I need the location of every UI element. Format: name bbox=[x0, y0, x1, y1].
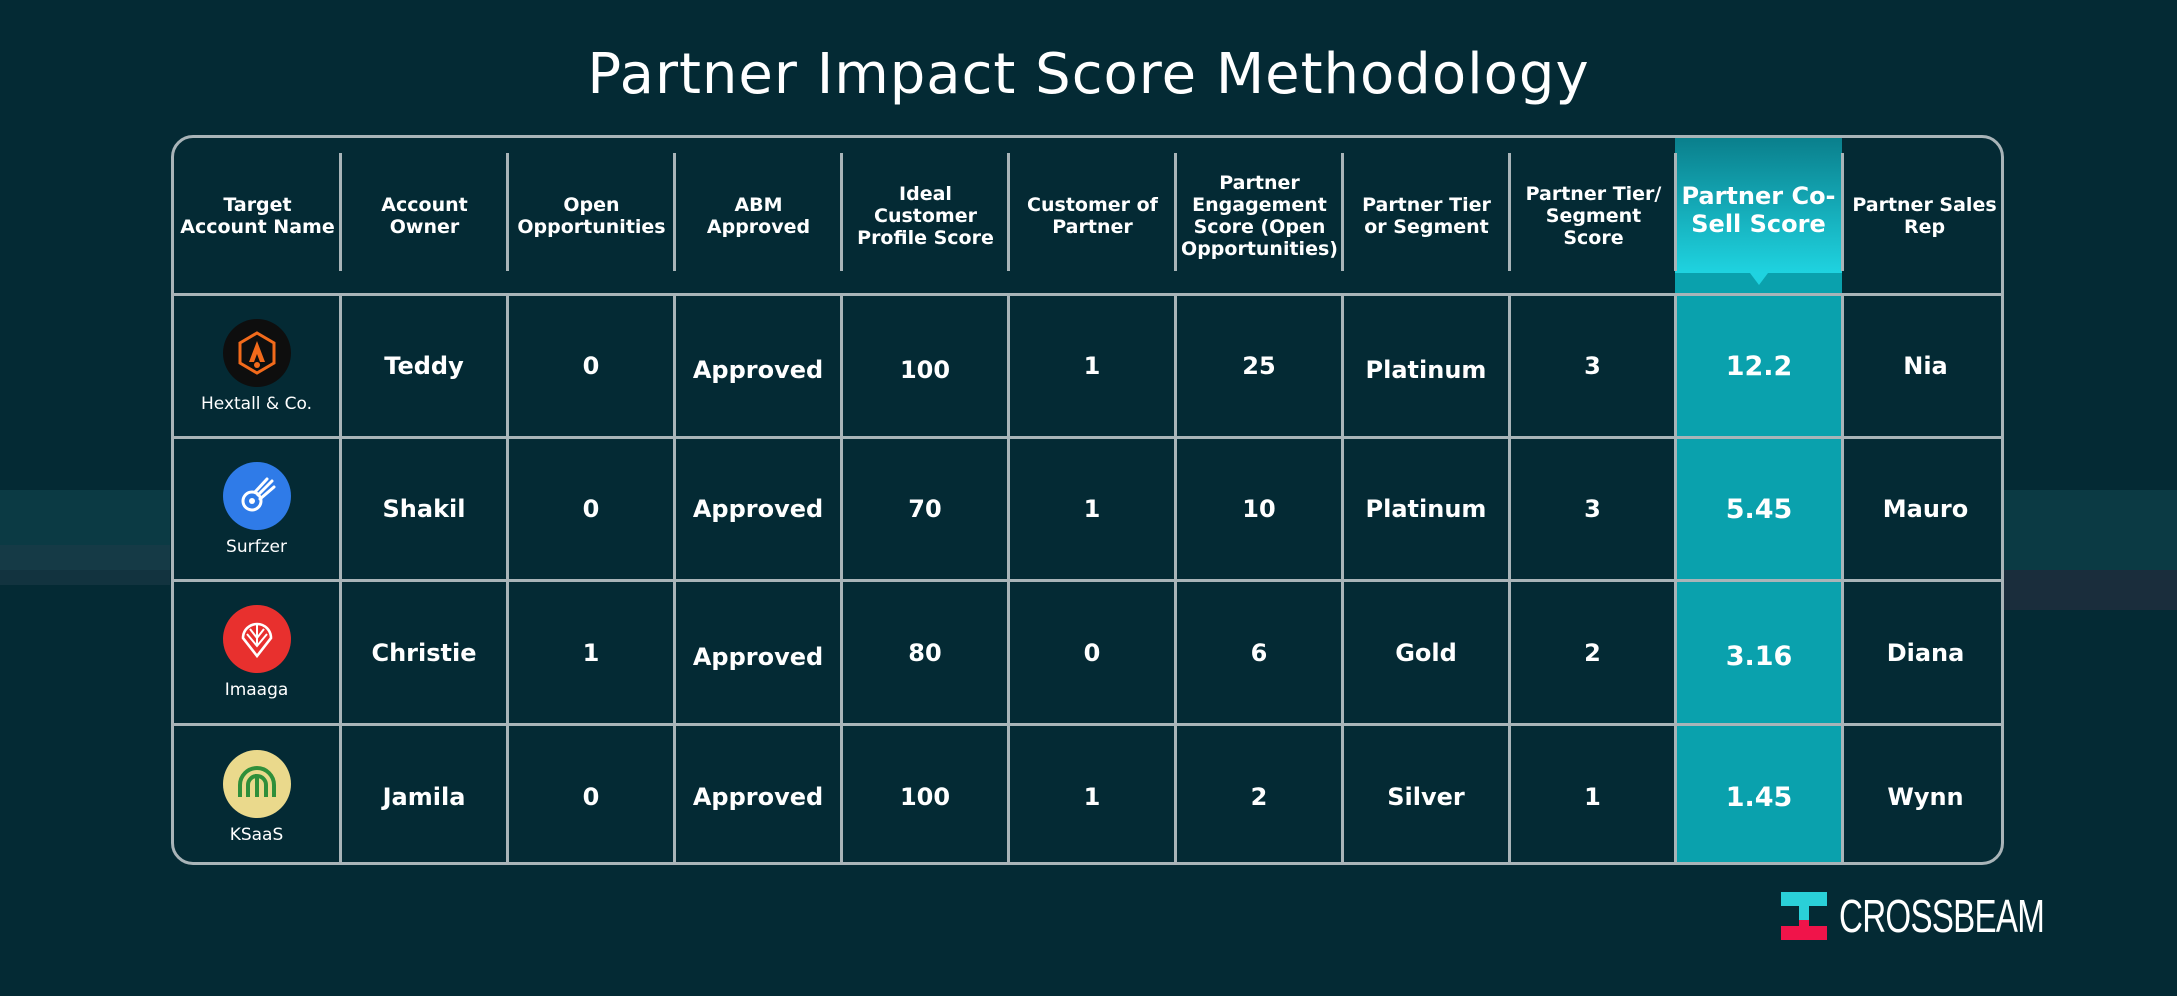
column-divider bbox=[840, 293, 843, 862]
account-name: Hextall & Co. bbox=[201, 393, 312, 414]
column-divider bbox=[1007, 293, 1010, 862]
cell-open: 0 bbox=[582, 352, 600, 380]
cell-abm: Approved bbox=[692, 495, 824, 523]
cell-owner: Christie bbox=[371, 638, 477, 667]
cell-tier-score: 3 bbox=[1584, 352, 1601, 380]
header-divider bbox=[1508, 153, 1511, 271]
surfzer-logo-icon bbox=[222, 461, 291, 530]
cell-customer: 1 bbox=[1083, 352, 1101, 380]
header-account-owner: Account Owner bbox=[381, 193, 468, 238]
brand-name: CROSSBEAM bbox=[1839, 890, 2045, 942]
column-divider bbox=[673, 293, 676, 862]
cell-icp: 70 bbox=[908, 495, 942, 523]
header-tier-score: Partner Tier/ Segment Score bbox=[1525, 182, 1662, 249]
ksaas-logo-icon bbox=[222, 749, 291, 818]
header-abm-approved: ABM Approved bbox=[706, 193, 811, 238]
cell-cosell-score: 5.45 bbox=[1725, 493, 1793, 525]
cosell-header-pointer-icon bbox=[1750, 273, 1768, 285]
header-open-opportunities: Open Opportunities bbox=[517, 193, 666, 238]
cell-open: 0 bbox=[582, 783, 600, 811]
header-divider bbox=[673, 153, 676, 271]
header-divider bbox=[1007, 153, 1010, 271]
page-title: Partner Impact Score Methodology bbox=[587, 42, 1590, 107]
cell-cosell-score: 3.16 bbox=[1725, 641, 1793, 672]
header-divider bbox=[1841, 153, 1844, 271]
column-divider bbox=[1841, 293, 1844, 862]
hextall-logo-icon bbox=[222, 318, 291, 387]
cell-icp: 80 bbox=[908, 638, 942, 667]
header-divider bbox=[339, 153, 342, 271]
column-divider bbox=[1508, 293, 1511, 862]
cell-icp: 100 bbox=[899, 356, 951, 384]
row-divider bbox=[174, 579, 2001, 582]
cell-tier-score: 3 bbox=[1584, 495, 1601, 523]
account-name: KSaaS bbox=[229, 824, 284, 845]
score-table: Target Account Name Account Owner Open O… bbox=[171, 135, 2004, 865]
cosell-header-highlight bbox=[1675, 138, 1842, 273]
background-shape-left-band bbox=[0, 545, 170, 585]
header-cosell-score: Partner Co-Sell Score bbox=[1681, 181, 1836, 238]
row-divider bbox=[174, 436, 2001, 439]
column-divider bbox=[1341, 293, 1344, 862]
column-divider bbox=[506, 293, 509, 862]
header-customer-of-partner: Customer of Partner bbox=[1027, 193, 1158, 238]
cell-customer: 1 bbox=[1083, 783, 1101, 811]
account-name: Imaaga bbox=[224, 680, 289, 700]
crossbeam-logo: CROSSBEAM bbox=[1781, 890, 2124, 942]
cell-abm: Approved bbox=[692, 783, 824, 811]
cell-tier-score: 2 bbox=[1584, 638, 1601, 667]
cell-owner: Teddy bbox=[384, 352, 464, 380]
cell-tier: Silver bbox=[1387, 783, 1465, 811]
cell-sales-rep: Nia bbox=[1903, 352, 1948, 380]
table-row-account: Hextall & Co. bbox=[174, 296, 339, 436]
cell-cosell-score: 12.2 bbox=[1725, 350, 1793, 382]
cell-open: 1 bbox=[582, 638, 600, 667]
column-divider bbox=[1674, 293, 1677, 862]
table-row-account: Imaaga bbox=[174, 582, 339, 723]
cell-sales-rep: Wynn bbox=[1887, 783, 1964, 811]
cell-cosell-score: 1.45 bbox=[1725, 781, 1793, 813]
account-name: Surfzer bbox=[226, 536, 287, 557]
background-shape-right-band bbox=[2004, 570, 2177, 610]
cell-tier-score: 1 bbox=[1584, 783, 1601, 811]
cell-engagement: 10 bbox=[1242, 495, 1276, 523]
table-row-account: KSaaS bbox=[174, 726, 339, 862]
row-divider bbox=[174, 723, 2001, 726]
cell-engagement: 6 bbox=[1250, 638, 1268, 667]
cell-owner: Jamila bbox=[382, 783, 466, 811]
cell-abm: Approved bbox=[692, 642, 824, 671]
cell-tier: Platinum bbox=[1365, 356, 1487, 384]
header-partner-engagement: Partner Engagement Score (Open Opportuni… bbox=[1181, 171, 1338, 260]
cell-tier: Platinum bbox=[1365, 495, 1487, 523]
cell-sales-rep: Mauro bbox=[1882, 495, 1969, 523]
table-row-account: Surfzer bbox=[174, 439, 339, 579]
column-divider bbox=[1174, 293, 1177, 862]
cell-engagement: 25 bbox=[1242, 352, 1276, 380]
cell-open: 0 bbox=[582, 495, 600, 523]
row-divider bbox=[174, 293, 2001, 296]
cell-icp: 100 bbox=[899, 783, 951, 811]
cell-owner: Shakil bbox=[382, 495, 466, 523]
imaaga-logo-icon bbox=[222, 605, 291, 673]
header-icp-score: Ideal Customer Profile Score bbox=[857, 182, 994, 249]
header-partner-tier: Partner Tier or Segment bbox=[1362, 193, 1491, 238]
header-partner-sales-rep: Partner Sales Rep bbox=[1852, 193, 1997, 238]
cell-engagement: 2 bbox=[1250, 783, 1268, 811]
header-divider bbox=[840, 153, 843, 271]
header-divider bbox=[506, 153, 509, 271]
header-target-account: Target Account Name bbox=[180, 193, 335, 238]
cell-customer: 0 bbox=[1083, 638, 1101, 667]
cell-tier: Gold bbox=[1395, 638, 1457, 667]
header-divider bbox=[1341, 153, 1344, 271]
cell-abm: Approved bbox=[692, 356, 824, 384]
crossbeam-mark-icon bbox=[1781, 892, 1827, 940]
cell-sales-rep: Diana bbox=[1886, 638, 1965, 667]
background-shape-right bbox=[2004, 490, 2177, 570]
header-divider bbox=[1174, 153, 1177, 271]
header-divider bbox=[1674, 153, 1677, 271]
column-divider bbox=[339, 293, 342, 862]
cell-customer: 1 bbox=[1083, 495, 1101, 523]
